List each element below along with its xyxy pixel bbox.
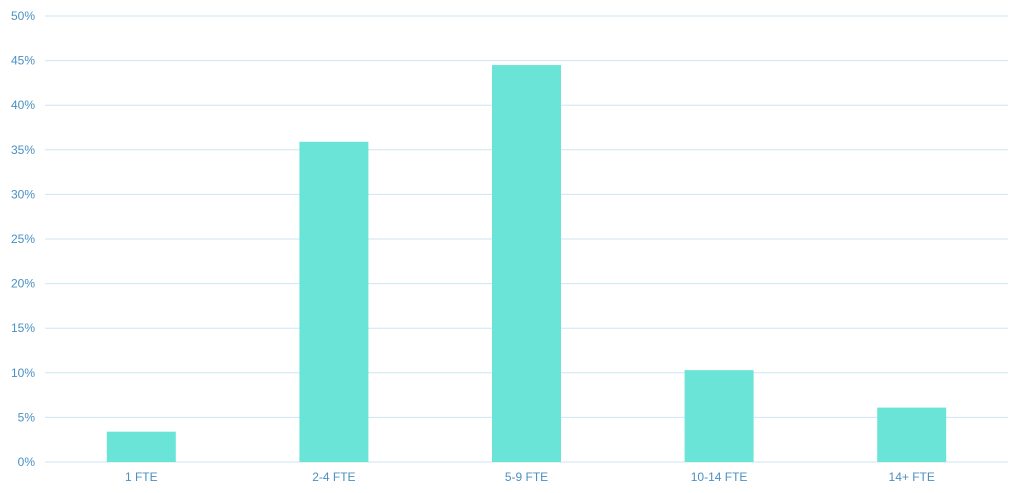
bar-2-4-fte [299, 141, 369, 462]
x-axis-labels: 1 FTE 2-4 FTE 5-9 FTE 10-14 FTE 14+ FTE [125, 470, 935, 484]
y-tick-label: 0% [18, 455, 36, 469]
y-axis-ticks: 0% 5% 10% 15% 20% 25% 30% 35% 40% 45% 50% [11, 9, 35, 469]
y-tick-label: 15% [11, 321, 35, 335]
bar-1-fte [106, 431, 176, 462]
x-category-label: 5-9 FTE [505, 470, 548, 484]
bar-10-14-fte [684, 370, 754, 462]
x-category-label: 2-4 FTE [312, 470, 355, 484]
y-tick-label: 40% [11, 98, 35, 112]
y-tick-label: 10% [11, 366, 35, 380]
y-tick-label: 25% [11, 232, 35, 246]
y-tick-label: 35% [11, 143, 35, 157]
x-category-label: 10-14 FTE [691, 470, 748, 484]
y-tick-label: 50% [11, 9, 35, 23]
y-tick-label: 30% [11, 187, 35, 201]
bars [106, 65, 947, 462]
y-tick-label: 5% [18, 410, 36, 424]
x-category-label: 1 FTE [125, 470, 158, 484]
bar-14-fte [877, 407, 947, 462]
bar-5-9-fte [492, 65, 561, 462]
x-category-label: 14+ FTE [889, 470, 935, 484]
y-tick-label: 20% [11, 277, 35, 291]
y-tick-label: 45% [11, 54, 35, 68]
